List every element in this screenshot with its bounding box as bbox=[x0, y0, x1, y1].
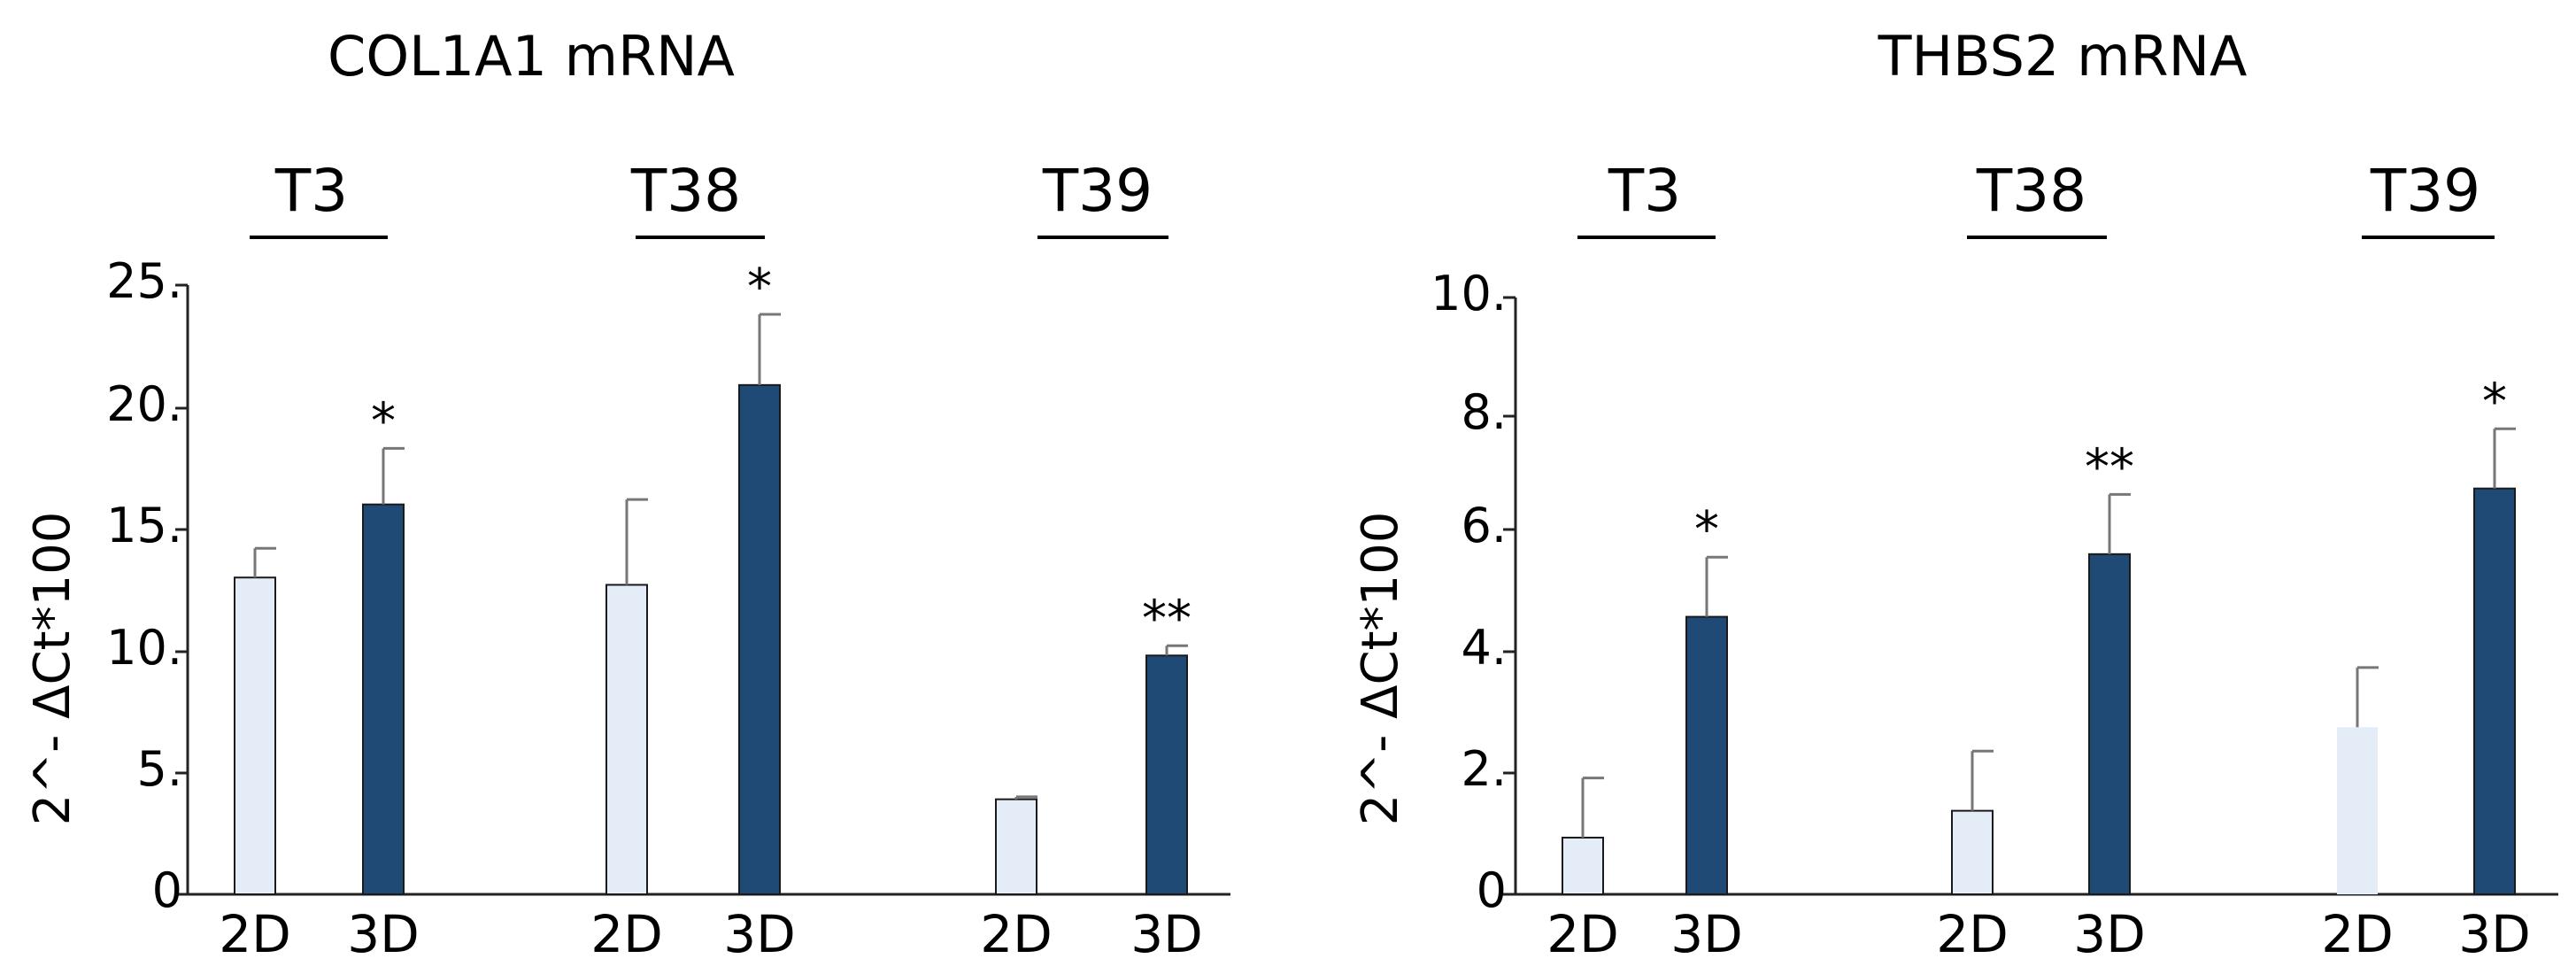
x-category-label: 2D bbox=[590, 904, 663, 964]
bar bbox=[362, 503, 405, 895]
x-category-label: 2D bbox=[2321, 904, 2394, 964]
bar bbox=[605, 584, 648, 895]
y-axis-label: 2^- ΔCt*100 bbox=[24, 512, 81, 826]
bar bbox=[1562, 836, 1604, 895]
y-tick-label: 0 bbox=[1477, 862, 1507, 918]
significance-marker: * bbox=[2482, 373, 2507, 430]
bar bbox=[2088, 553, 2131, 895]
bar bbox=[234, 576, 276, 895]
y-tick-label: 4. bbox=[1461, 620, 1507, 676]
significance-marker: * bbox=[1694, 501, 1719, 559]
bar bbox=[2473, 487, 2516, 895]
x-category-label: 3D bbox=[2458, 904, 2531, 964]
group-label: T3 bbox=[274, 157, 348, 225]
y-tick-label: 6. bbox=[1461, 498, 1507, 553]
thbs2-chart: THBS2 mRNA 2^- ΔCt*100 0 2. 4. 6. 8. 10. T3 2D *… bbox=[1352, 24, 2558, 964]
x-category-label: 3D bbox=[723, 904, 796, 964]
col1a1-chart: COL1A1 mRNA 2^- ΔCt*100 0 5. 10. 15. 20. 25. T… bbox=[24, 24, 1230, 964]
y-tick-label: 2. bbox=[1461, 741, 1507, 797]
bar bbox=[1951, 809, 1994, 896]
chart-title: THBS2 mRNA bbox=[1878, 24, 2248, 89]
y-tick-label: 10. bbox=[1431, 266, 1507, 321]
x-category-label: 3D bbox=[347, 904, 420, 964]
group-label: T38 bbox=[630, 157, 741, 225]
y-tick-label: 8. bbox=[1461, 384, 1507, 440]
group-label: T3 bbox=[1608, 157, 1681, 225]
y-tick-label: 5. bbox=[136, 741, 182, 797]
chart-title: COL1A1 mRNA bbox=[328, 24, 735, 89]
y-tick-label: 10. bbox=[106, 620, 182, 676]
y-tick-label: 0 bbox=[152, 862, 182, 918]
x-category-label: 2D bbox=[1546, 904, 1619, 964]
x-category-label: 2D bbox=[1936, 904, 2009, 964]
bar bbox=[1145, 654, 1188, 896]
y-tick-label: 20. bbox=[106, 376, 182, 432]
x-category-label: 3D bbox=[1130, 904, 1203, 964]
x-category-label: 2D bbox=[219, 904, 291, 964]
significance-marker: * bbox=[747, 259, 772, 316]
group-label: T38 bbox=[1976, 157, 2086, 225]
significance-marker: * bbox=[371, 392, 396, 450]
significance-marker: ** bbox=[1142, 590, 1192, 647]
x-category-label: 3D bbox=[2073, 904, 2146, 964]
group-label: T39 bbox=[2370, 157, 2480, 225]
bar bbox=[2337, 727, 2378, 894]
bar bbox=[738, 383, 781, 896]
x-category-label: 2D bbox=[980, 904, 1053, 964]
y-tick-label: 25. bbox=[106, 253, 182, 309]
x-category-label: 3D bbox=[1670, 904, 1743, 964]
bar bbox=[995, 798, 1037, 895]
y-tick-label: 15. bbox=[106, 498, 182, 553]
group-label: T39 bbox=[1042, 157, 1153, 225]
significance-marker: ** bbox=[2085, 438, 2134, 496]
y-axis-label: 2^- ΔCt*100 bbox=[1352, 512, 1409, 826]
bar bbox=[1685, 615, 1728, 896]
